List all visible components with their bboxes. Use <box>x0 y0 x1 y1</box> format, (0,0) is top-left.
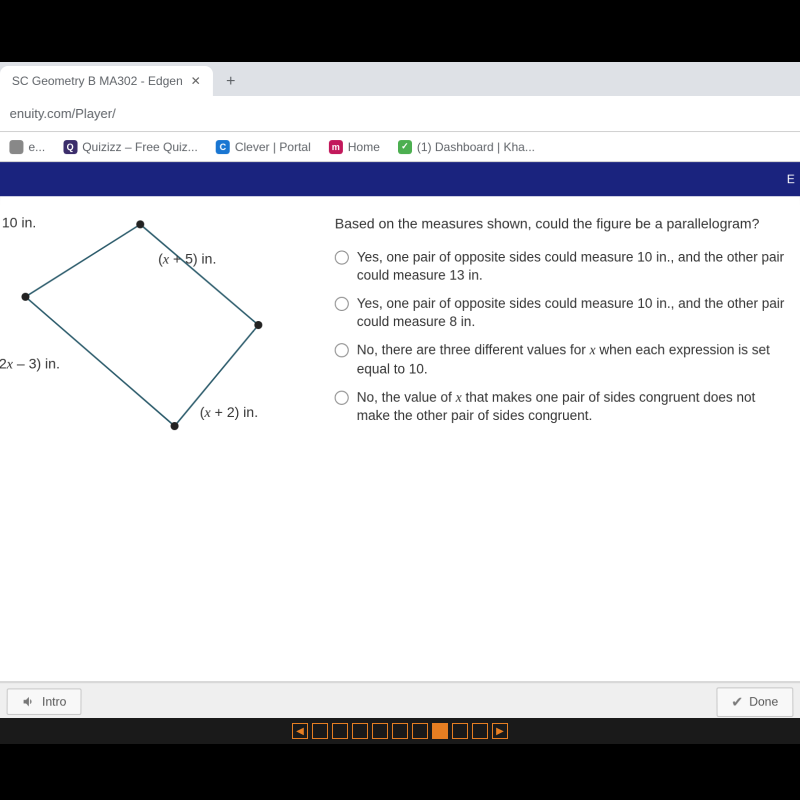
progress-square[interactable] <box>312 723 328 739</box>
close-icon[interactable]: ✕ <box>191 74 201 88</box>
vertex-dot <box>171 422 179 430</box>
progress-square[interactable] <box>332 723 348 739</box>
answer-option[interactable]: Yes, one pair of opposite sides could me… <box>335 248 789 285</box>
progress-bar: ◀ ▶ <box>0 718 800 744</box>
done-button[interactable]: ✔ Done <box>716 687 793 717</box>
course-header-bar: E <box>0 162 800 196</box>
bookmarks-bar: e... Q Quizizz – Free Quiz... C Clever |… <box>0 132 800 162</box>
side-label-top-right: (x + 5) in. <box>158 251 216 269</box>
lesson-toolbar: Intro ✔ Done <box>0 682 800 721</box>
progress-square[interactable] <box>472 723 488 739</box>
progress-square[interactable] <box>372 723 388 739</box>
lesson-content: 10 in. (x + 5) in. 2x – 3) in. (x + 2) i… <box>0 196 800 682</box>
option-text: No, there are three different values for… <box>357 342 789 379</box>
bookmark-icon: ✓ <box>398 140 412 154</box>
figure-panel: 10 in. (x + 5) in. 2x – 3) in. (x + 2) i… <box>0 196 331 681</box>
vertex-dot <box>254 321 262 329</box>
next-arrow-icon[interactable]: ▶ <box>492 723 508 739</box>
answer-option[interactable]: Yes, one pair of opposite sides could me… <box>335 295 789 332</box>
vertex-dot <box>21 293 29 301</box>
speaker-icon <box>22 695 36 709</box>
vertex-dot <box>136 220 144 228</box>
check-icon: ✔ <box>731 693 743 710</box>
radio-icon[interactable] <box>335 297 349 311</box>
progress-square[interactable] <box>452 723 468 739</box>
screen: SC Geometry B MA302 - Edgen ✕ + enuity.c… <box>0 62 800 750</box>
top-bezel <box>0 0 800 62</box>
bookmark-item[interactable]: m Home <box>329 140 380 154</box>
question-text: Based on the measures shown, could the f… <box>335 214 788 234</box>
side-label-bottom-left: 2x – 3) in. <box>0 355 60 373</box>
tab-title: SC Geometry B MA302 - Edgen <box>12 74 183 88</box>
progress-square[interactable] <box>412 723 428 739</box>
url-text: enuity.com/Player/ <box>10 106 116 121</box>
question-panel: Based on the measures shown, could the f… <box>330 196 800 681</box>
quadrilateral-shape <box>25 224 259 426</box>
address-bar[interactable]: enuity.com/Player/ <box>0 96 800 132</box>
new-tab-button[interactable]: + <box>217 68 245 96</box>
bookmark-icon: Q <box>63 140 77 154</box>
side-label-bottom-right: (x + 2) in. <box>200 404 258 422</box>
intro-label: Intro <box>42 695 66 709</box>
bookmark-item[interactable]: e... <box>9 140 45 154</box>
bookmark-icon: C <box>216 140 230 154</box>
intro-button[interactable]: Intro <box>7 688 82 715</box>
radio-icon[interactable] <box>335 344 349 358</box>
answer-option[interactable]: No, the value of x that makes one pair o… <box>335 389 790 426</box>
bookmark-label: Quizizz – Free Quiz... <box>82 140 198 154</box>
side-label-top-left: 10 in. <box>2 214 36 230</box>
done-label: Done <box>749 695 778 709</box>
quadrilateral-figure <box>0 206 321 458</box>
option-text: No, the value of x that makes one pair o… <box>357 389 790 426</box>
bookmark-label: (1) Dashboard | Kha... <box>417 140 535 154</box>
option-text: Yes, one pair of opposite sides could me… <box>357 295 789 332</box>
option-text: Yes, one pair of opposite sides could me… <box>357 248 789 285</box>
radio-icon[interactable] <box>335 250 349 264</box>
radio-icon[interactable] <box>335 391 349 405</box>
bookmark-label: e... <box>28 140 45 154</box>
progress-square[interactable] <box>392 723 408 739</box>
prev-arrow-icon[interactable]: ◀ <box>292 723 308 739</box>
progress-square[interactable] <box>352 723 368 739</box>
bookmark-item[interactable]: ✓ (1) Dashboard | Kha... <box>398 140 535 154</box>
bookmark-icon: m <box>329 140 343 154</box>
bottom-bezel <box>0 744 800 800</box>
browser-tab[interactable]: SC Geometry B MA302 - Edgen ✕ <box>0 66 213 96</box>
header-right-letter: E <box>787 172 795 186</box>
bookmark-icon <box>9 140 23 154</box>
bookmark-item[interactable]: Q Quizizz – Free Quiz... <box>63 140 198 154</box>
bookmark-label: Clever | Portal <box>235 140 311 154</box>
bookmark-item[interactable]: C Clever | Portal <box>216 140 311 154</box>
tab-strip: SC Geometry B MA302 - Edgen ✕ + <box>0 62 800 96</box>
bookmark-label: Home <box>348 140 380 154</box>
answer-option[interactable]: No, there are three different values for… <box>335 342 789 379</box>
progress-square[interactable] <box>432 723 448 739</box>
